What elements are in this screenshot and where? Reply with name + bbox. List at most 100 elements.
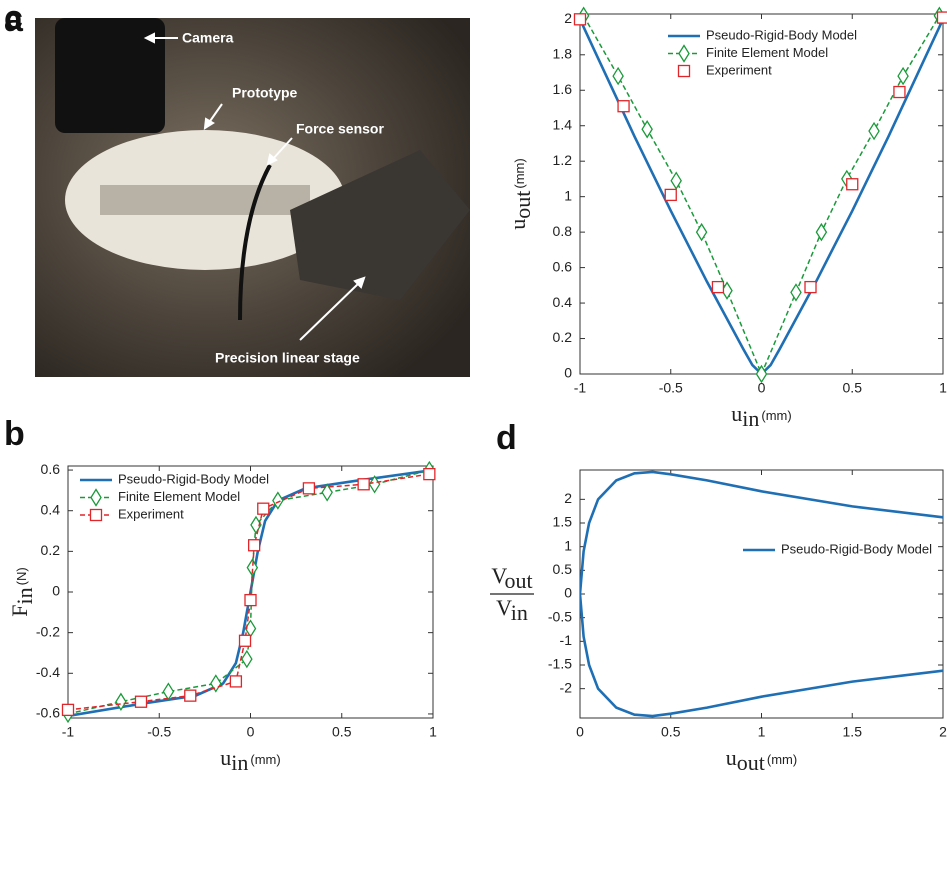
y-tick-label: -2: [560, 679, 573, 695]
x-tick-label: 0: [247, 724, 255, 740]
square-marker: [893, 85, 906, 99]
axis-label-sub: in: [742, 406, 759, 431]
square-marker: [184, 689, 197, 702]
axis-label-unit: (mm): [512, 158, 527, 188]
square-marker: [357, 478, 370, 491]
legend-label: Finite Element Model: [706, 45, 828, 60]
axis-label: uin (mm): [220, 745, 280, 775]
square-marker: [617, 100, 630, 113]
axis-label-sub: in: [231, 750, 248, 775]
arrowhead: [353, 276, 366, 289]
square-marker: [711, 280, 725, 294]
x-tick-label: -0.5: [659, 380, 683, 396]
y-label-numerator: Vout: [491, 563, 532, 593]
y-tick-label: 0.8: [553, 223, 573, 239]
arrowhead: [266, 153, 278, 166]
y-label-denominator: Vin: [496, 595, 528, 625]
axis-label-unit: (mm): [761, 408, 791, 423]
diamond-marker: [695, 222, 708, 242]
y-tick-label: 0.4: [553, 294, 573, 310]
x-tick-label: 0.5: [661, 724, 681, 740]
axis-label-main: u: [731, 401, 742, 426]
arrowhead: [143, 32, 155, 44]
x-tick-label: 1: [758, 724, 766, 740]
legend-label: Experiment: [706, 62, 772, 77]
y-tick-label: 1.4: [553, 116, 573, 132]
annotation: Prototype: [232, 85, 298, 101]
square-marker: [573, 13, 587, 26]
axis-label-main: u: [726, 745, 737, 770]
diamond-marker: [162, 682, 175, 701]
y-tick-label: 1.2: [553, 152, 573, 168]
y-tick-label: 0.5: [553, 561, 573, 577]
annotation: Force sensor: [296, 121, 384, 137]
legend-marker: [90, 488, 102, 507]
axis-label-main: u: [505, 219, 530, 230]
x-tick-label: 0.5: [332, 724, 352, 740]
square-marker: [664, 188, 677, 202]
diamond-marker: [246, 558, 259, 577]
x-tick-label: 0.5: [843, 380, 863, 396]
diamond-marker: [272, 491, 284, 510]
legend-marker: [677, 64, 691, 78]
y-tick-label: 0.2: [553, 329, 573, 345]
y-tick-label: -1.5: [548, 656, 572, 672]
arrow: [271, 137, 293, 161]
square-marker: [302, 482, 316, 495]
square-marker: [244, 593, 257, 607]
axis-label-unit: (mm): [250, 752, 280, 767]
legend-label: Pseudo-Rigid-Body Model: [781, 541, 932, 556]
square-marker: [247, 539, 261, 552]
diamond-marker: [815, 222, 828, 242]
linear-stage: [290, 150, 470, 300]
arrowhead: [203, 117, 215, 130]
square-marker: [134, 695, 148, 708]
panel-label: c: [4, 0, 23, 37]
x-tick-label: -0.5: [147, 724, 171, 740]
y-tick-label: 0.6: [553, 258, 573, 274]
legend-label: Experiment: [118, 506, 184, 521]
diamond-marker: [641, 120, 653, 139]
y-tick-label: 0.6: [41, 461, 61, 477]
y-tick-label: 2: [564, 490, 572, 506]
diamond-marker: [755, 364, 768, 384]
x-tick-label: 1: [429, 724, 437, 740]
square-marker: [238, 634, 252, 647]
legend-marker: [89, 508, 103, 522]
y-tick-label: 1.5: [553, 514, 573, 530]
x-tick-label: 0: [576, 724, 584, 740]
legend-label: Pseudo-Rigid-Body Model: [118, 471, 269, 486]
y-tick-label: 1.8: [553, 45, 573, 61]
diamond-marker: [612, 66, 624, 86]
square-marker: [257, 502, 270, 515]
square-marker: [846, 178, 859, 191]
y-tick-label: 1: [564, 537, 572, 553]
axis-label-unit: (mm): [767, 752, 797, 767]
diamond-marker: [790, 283, 802, 302]
series-line: [580, 18, 943, 374]
arrow: [299, 281, 361, 341]
y-tick-label: 1.6: [553, 81, 573, 97]
axis-label: uin (mm): [731, 401, 791, 431]
y-tick-label: -0.2: [36, 623, 60, 639]
chart: c -1 -0.5 0 0.5 1 0 0.2 0.4 0.6 0.8 1 1.2 1.4 1.6 1.8 2 u…: [4, 0, 947, 431]
y-tick-label: -0.6: [36, 705, 60, 721]
axis-label-unit: (N): [14, 567, 29, 585]
legend-label: Finite Element Model: [118, 489, 240, 504]
y-tick-label: 0: [564, 585, 572, 601]
square-marker: [804, 280, 817, 294]
legend-marker: [678, 44, 690, 63]
axis-label-sub: out: [504, 568, 532, 593]
panel-label: d: [496, 419, 517, 457]
axis-label-main: u: [220, 745, 231, 770]
square-marker: [229, 675, 243, 688]
annotation: Camera: [182, 30, 234, 46]
y-tick-label: -0.5: [548, 608, 572, 624]
y-tick-label: 2: [564, 10, 572, 26]
cable: [238, 164, 272, 321]
axis-label-main: V: [496, 595, 512, 620]
axis-label-main: V: [491, 563, 507, 588]
